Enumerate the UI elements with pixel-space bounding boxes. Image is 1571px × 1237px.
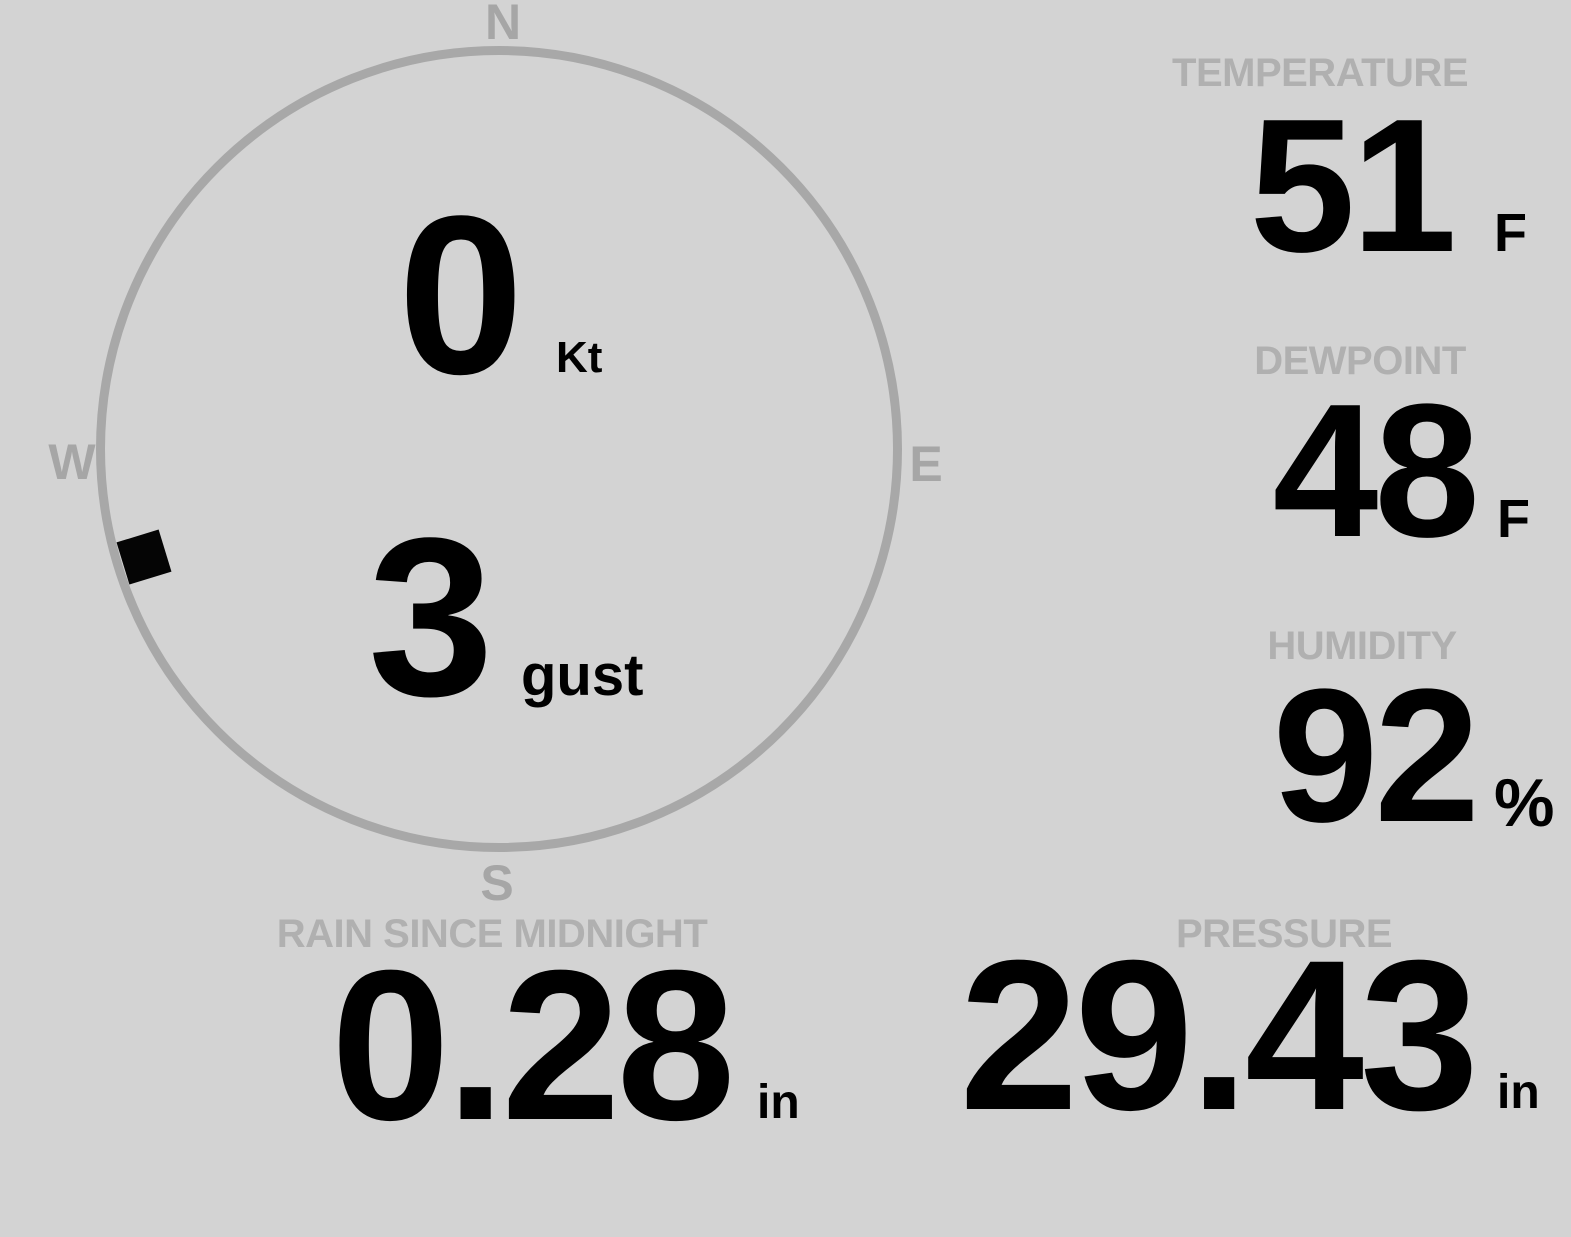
- compass-label-west: W: [48, 434, 96, 490]
- wind-gust-unit: gust: [521, 643, 644, 708]
- temperature-label: TEMPERATURE: [1172, 51, 1468, 95]
- humidity-label: HUMIDITY: [1267, 624, 1457, 668]
- compass-label-east: E: [909, 436, 943, 492]
- compass-label-north: N: [484, 0, 522, 50]
- compass-label-south: S: [480, 855, 514, 911]
- temperature-unit: F: [1494, 203, 1527, 263]
- pressure-unit: in: [1497, 1066, 1540, 1119]
- dewpoint-unit: F: [1497, 489, 1530, 549]
- temperature-value: 51: [1249, 80, 1457, 292]
- pressure-value: 29.43: [959, 916, 1479, 1155]
- rain-since-midnight-value: 0.28: [331, 926, 736, 1165]
- wind-gust-value: 3: [368, 490, 494, 743]
- humidity-value: 92: [1272, 650, 1480, 862]
- wind-speed-value: 0: [398, 168, 524, 421]
- dewpoint-value: 48: [1272, 365, 1480, 577]
- pressure-label: PRESSURE: [1175, 912, 1393, 956]
- rain-since-midnight-label: RAIN SINCE MIDNIGHT: [276, 912, 708, 956]
- humidity-unit: %: [1494, 765, 1555, 841]
- compass-ring: [96, 46, 902, 852]
- dewpoint-label: DEWPOINT: [1254, 339, 1466, 383]
- rain-since-midnight-unit: in: [757, 1076, 800, 1129]
- wind-speed-unit: Kt: [556, 333, 603, 382]
